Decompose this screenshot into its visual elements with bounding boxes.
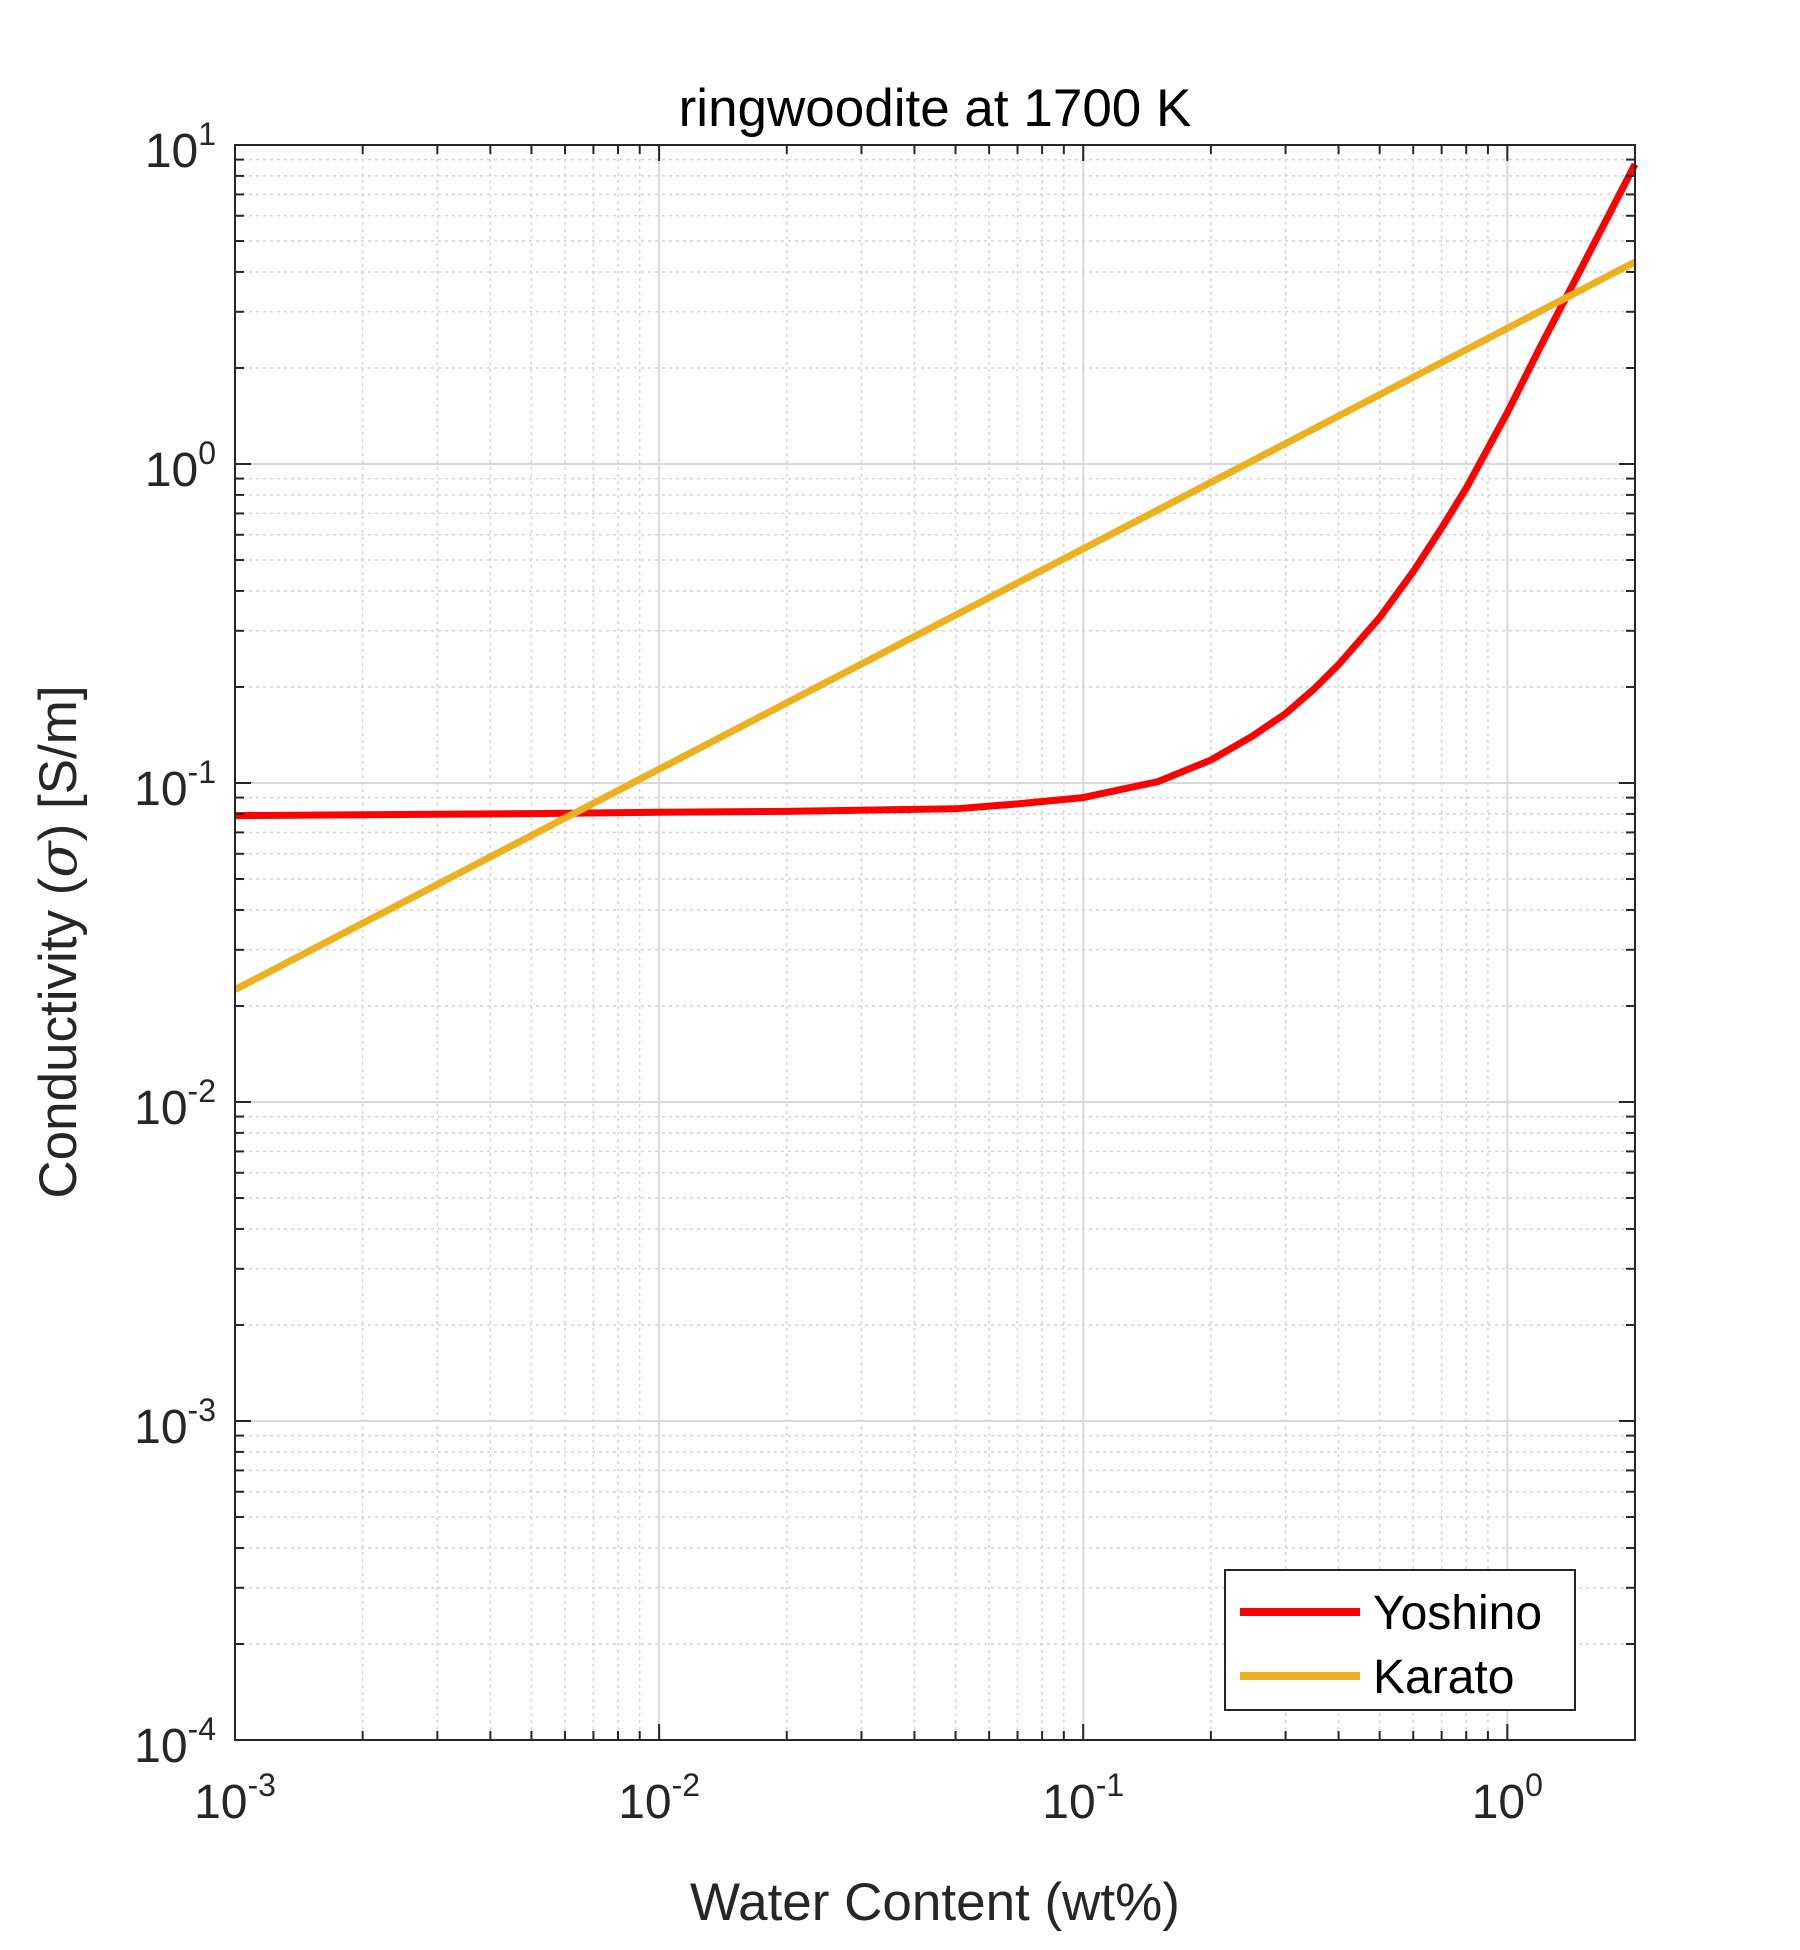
legend: Yoshino Karato xyxy=(1224,1569,1576,1711)
x-tick-label: 10-2 xyxy=(618,1767,700,1829)
y-tick-label: 101 xyxy=(145,116,216,178)
y-tick-label: 10-3 xyxy=(134,1392,216,1454)
plot-area xyxy=(235,145,1635,1740)
y-tick-label: 10-1 xyxy=(134,754,216,816)
x-tick-label: 10-1 xyxy=(1042,1767,1124,1829)
y-tick-label-base: 10 xyxy=(134,1082,187,1135)
y-tick-label-base: 10 xyxy=(145,125,198,178)
y-tick-label-base: 10 xyxy=(145,444,198,497)
minor-grid xyxy=(235,145,1636,1740)
legend-label-karato: Karato xyxy=(1373,1651,1514,1704)
y-tick-label-exponent: -3 xyxy=(188,1392,216,1428)
x-axis-label: Water Content (wt%) xyxy=(690,1873,1180,1932)
x-tick-label-base: 10 xyxy=(1472,1776,1525,1829)
y-tick-label-base: 10 xyxy=(134,763,187,816)
x-tick-label-base: 10 xyxy=(1042,1776,1095,1829)
y-tick-label-exponent: -1 xyxy=(188,754,216,790)
legend-label-yoshino: Yoshino xyxy=(1373,1587,1542,1640)
chart-title: ringwoodite at 1700 K xyxy=(679,79,1192,138)
y-axis-label-prefix: Conductivity ( xyxy=(29,877,88,1198)
x-tick-label-exponent: -3 xyxy=(247,1767,275,1803)
series-layer xyxy=(233,162,1639,993)
x-tick-label: 100 xyxy=(1472,1767,1543,1829)
y-axis-label: Conductivity (σ) [S/m] xyxy=(28,685,89,1198)
y-tick-label-base: 10 xyxy=(134,1720,187,1773)
x-tick-label-base: 10 xyxy=(618,1776,671,1829)
x-tick-label: 10-3 xyxy=(194,1767,276,1829)
y-tick-label: 100 xyxy=(145,435,216,497)
y-tick-label: 10-4 xyxy=(134,1711,216,1773)
y-tick-label-exponent: 1 xyxy=(198,116,216,152)
y-axis-label-symbol: σ xyxy=(28,840,89,878)
y-tick-label-exponent: -2 xyxy=(188,1073,216,1109)
y-tick-label-exponent: -4 xyxy=(188,1711,216,1747)
y-tick-label: 10-2 xyxy=(134,1073,216,1135)
y-tick-label-base: 10 xyxy=(134,1401,187,1454)
y-tick-label-exponent: 0 xyxy=(198,435,216,471)
x-tick-label-exponent: -1 xyxy=(1096,1767,1124,1803)
y-axis-label-suffix: ) [S/m] xyxy=(29,685,88,841)
axes-box xyxy=(234,144,1636,1741)
series-line-yoshino xyxy=(234,162,1639,820)
legend-box xyxy=(1224,1569,1576,1711)
x-tick-labels: 10-3 10-2 10-1 100 xyxy=(194,1767,1543,1829)
series-line-karato xyxy=(233,258,1637,993)
x-tick-label-base: 10 xyxy=(194,1776,247,1829)
ticks-layer xyxy=(234,144,1636,1741)
x-tick-label-exponent: 0 xyxy=(1525,1767,1543,1803)
x-tick-label-exponent: -2 xyxy=(672,1767,700,1803)
